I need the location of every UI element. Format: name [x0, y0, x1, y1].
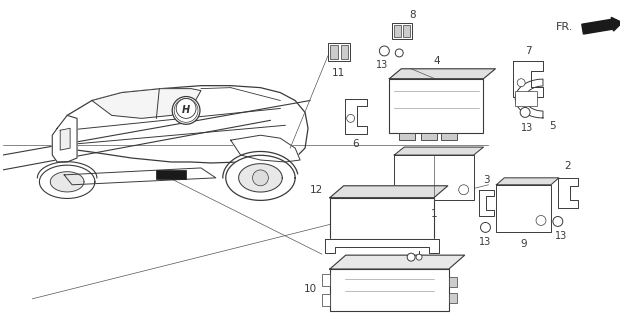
- Bar: [515, 91, 538, 107]
- Text: 4: 4: [433, 56, 440, 66]
- Polygon shape: [330, 255, 465, 269]
- Text: 9: 9: [520, 239, 527, 249]
- Circle shape: [176, 99, 196, 118]
- Circle shape: [480, 222, 490, 232]
- Bar: [322, 274, 330, 286]
- Text: 13: 13: [521, 123, 533, 133]
- Text: 1: 1: [430, 209, 437, 219]
- Polygon shape: [60, 128, 70, 150]
- Circle shape: [407, 253, 415, 261]
- Bar: [403, 25, 410, 37]
- Polygon shape: [239, 164, 282, 192]
- Bar: [330, 198, 434, 239]
- Circle shape: [459, 185, 468, 195]
- Bar: [449, 277, 457, 287]
- Bar: [441, 133, 457, 140]
- Text: 12: 12: [310, 185, 323, 195]
- Text: 5: 5: [549, 121, 556, 131]
- Text: 6: 6: [352, 139, 359, 149]
- Bar: [341, 45, 348, 59]
- Bar: [497, 185, 551, 232]
- Circle shape: [536, 215, 546, 225]
- Polygon shape: [515, 79, 543, 118]
- Polygon shape: [325, 239, 439, 253]
- Circle shape: [416, 254, 422, 260]
- Polygon shape: [497, 178, 559, 185]
- Polygon shape: [39, 165, 95, 198]
- Polygon shape: [64, 168, 216, 185]
- Circle shape: [172, 97, 200, 124]
- Circle shape: [379, 46, 389, 56]
- Bar: [421, 133, 437, 140]
- Text: FR.: FR.: [556, 22, 573, 32]
- Polygon shape: [52, 116, 77, 162]
- Text: 13: 13: [376, 60, 389, 70]
- Polygon shape: [92, 89, 201, 118]
- Polygon shape: [57, 86, 308, 163]
- Circle shape: [520, 108, 530, 117]
- Circle shape: [252, 170, 269, 186]
- Circle shape: [346, 114, 354, 122]
- Circle shape: [174, 99, 198, 122]
- Circle shape: [395, 49, 403, 57]
- Polygon shape: [50, 172, 84, 192]
- Text: 13: 13: [479, 237, 492, 247]
- Bar: [392, 23, 412, 39]
- Text: 7: 7: [525, 46, 531, 56]
- Polygon shape: [231, 135, 300, 162]
- Text: 2: 2: [564, 161, 571, 171]
- Text: 3: 3: [483, 175, 490, 185]
- Circle shape: [177, 100, 195, 117]
- Bar: [328, 43, 350, 61]
- Text: H: H: [182, 105, 190, 116]
- Bar: [330, 45, 338, 59]
- Text: 11: 11: [332, 68, 345, 78]
- Bar: [330, 269, 449, 311]
- Polygon shape: [558, 178, 578, 208]
- Text: 13: 13: [554, 231, 567, 241]
- Polygon shape: [345, 99, 366, 134]
- Circle shape: [553, 217, 563, 227]
- Polygon shape: [226, 155, 295, 200]
- FancyArrow shape: [582, 17, 622, 34]
- Bar: [394, 25, 401, 37]
- Polygon shape: [389, 69, 495, 79]
- Bar: [322, 294, 330, 306]
- Bar: [399, 133, 415, 140]
- Polygon shape: [394, 147, 483, 155]
- Polygon shape: [513, 61, 543, 97]
- Bar: [449, 293, 457, 303]
- Polygon shape: [478, 190, 495, 215]
- Polygon shape: [330, 186, 448, 198]
- Bar: [389, 79, 483, 133]
- Bar: [156, 170, 186, 179]
- Text: 8: 8: [409, 10, 416, 20]
- Circle shape: [517, 79, 525, 87]
- Bar: [394, 155, 473, 200]
- Text: 10: 10: [303, 284, 316, 294]
